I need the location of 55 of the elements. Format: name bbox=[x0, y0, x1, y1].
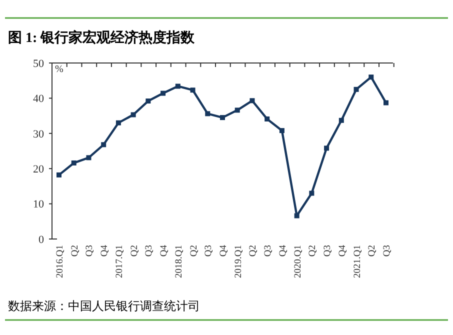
x-tick-label: Q3 bbox=[204, 244, 214, 257]
point bbox=[264, 116, 270, 122]
point bbox=[56, 172, 62, 178]
point bbox=[220, 115, 225, 120]
point bbox=[205, 111, 210, 116]
point bbox=[338, 118, 344, 123]
x-tick-label: Q3 bbox=[323, 244, 334, 257]
x-tick-label: 2016.Q1 bbox=[56, 244, 66, 278]
point bbox=[324, 146, 330, 151]
point bbox=[368, 74, 374, 80]
point bbox=[354, 86, 359, 92]
y-tick-label: 50 bbox=[33, 58, 44, 70]
point bbox=[130, 112, 136, 118]
point bbox=[160, 90, 166, 96]
x-tick-label: 2018.Q1 bbox=[174, 244, 184, 278]
point bbox=[279, 128, 284, 134]
x-tick-label: Q3 bbox=[382, 244, 392, 257]
y-tick-label: 40 bbox=[33, 93, 44, 106]
x-tick-label: Q2 bbox=[130, 244, 140, 257]
x-tick-label: Q4 bbox=[100, 244, 110, 257]
point bbox=[309, 190, 314, 196]
x-tick-label: Q3 bbox=[144, 244, 155, 257]
x-tick-label: Q3 bbox=[264, 244, 274, 257]
x-tick-label: 2017.Q1 bbox=[114, 244, 125, 278]
x-tick-label: Q2 bbox=[70, 244, 80, 257]
x-tick-label: Q2 bbox=[189, 244, 200, 257]
point bbox=[294, 213, 300, 218]
point bbox=[190, 88, 196, 93]
x-tick-label: Q4 bbox=[160, 244, 170, 257]
y-axis-title: % bbox=[55, 64, 64, 75]
source-note: 数据来源：中国人民银行调查统计司 bbox=[8, 299, 200, 313]
point bbox=[86, 155, 92, 160]
point bbox=[116, 120, 121, 126]
y-tick-label: 20 bbox=[33, 163, 44, 176]
point bbox=[384, 100, 388, 106]
point bbox=[71, 160, 76, 166]
x-tick-label: 2021.Q1 bbox=[352, 244, 363, 278]
x-tick-label: Q3 bbox=[85, 244, 96, 257]
chart-title: 图 1: 银行家宏观经济热度指数 bbox=[8, 29, 196, 46]
y-tick-label: 10 bbox=[33, 198, 44, 211]
x-tick-label: Q2 bbox=[248, 244, 259, 257]
point bbox=[101, 142, 106, 148]
point bbox=[250, 98, 255, 104]
x-tick-label: Q4 bbox=[338, 244, 348, 257]
point bbox=[234, 108, 240, 113]
x-tick-label: Q2 bbox=[368, 244, 378, 257]
y-tick-label: 0 bbox=[38, 234, 44, 246]
x-tick-label: Q2 bbox=[308, 244, 318, 257]
y-tick-label: 30 bbox=[33, 128, 44, 140]
x-tick-label: Q4 bbox=[219, 244, 229, 257]
x-tick-label: 2019.Q1 bbox=[234, 244, 244, 278]
x-tick-label: Q4 bbox=[278, 244, 288, 257]
x-tick-label: 2020.Q1 bbox=[293, 244, 304, 278]
point bbox=[175, 84, 180, 89]
point bbox=[146, 98, 151, 104]
